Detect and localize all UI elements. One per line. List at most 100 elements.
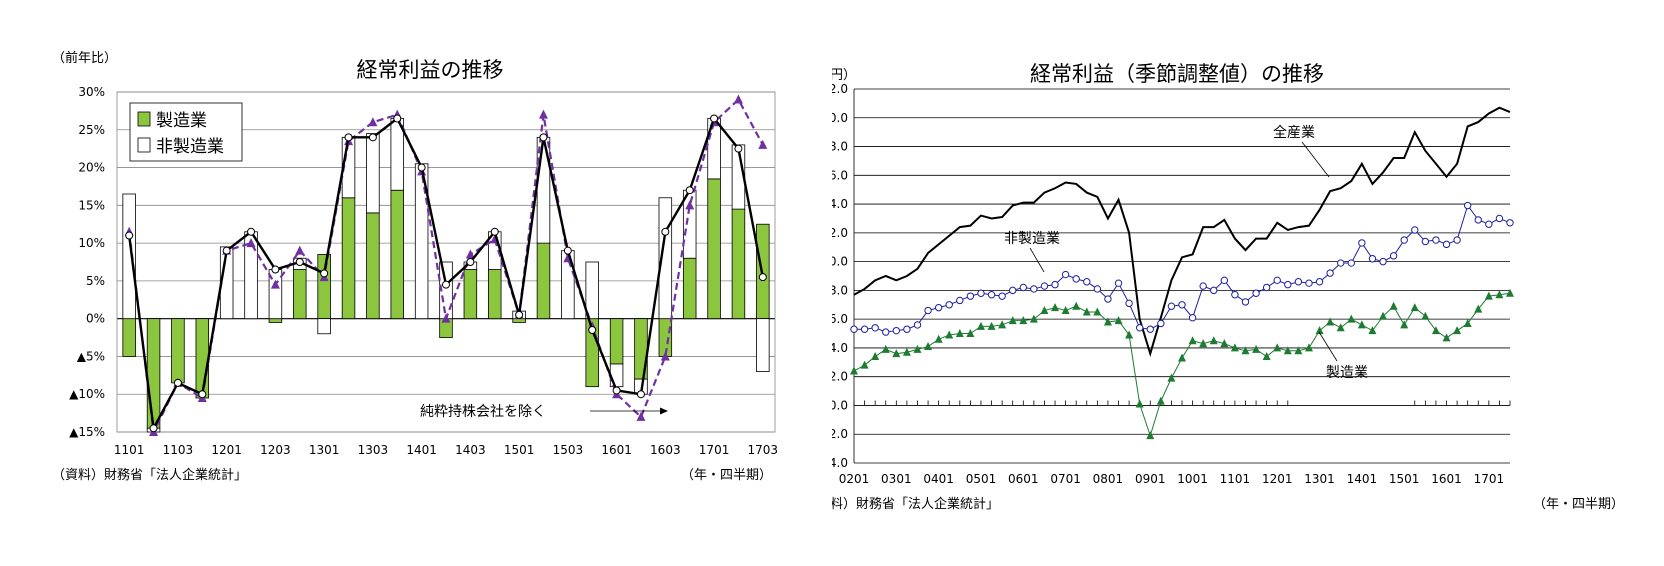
marker-triangle — [246, 238, 256, 248]
marker-triangle — [1008, 316, 1017, 325]
y-tick-label: 12.0 — [832, 226, 848, 240]
y-tick-label: ▲15% — [69, 425, 105, 439]
marker-triangle — [1051, 303, 1060, 312]
marker-circle — [173, 378, 182, 387]
marker-triangle — [892, 349, 901, 358]
marker-triangle — [902, 347, 911, 356]
marker-circle — [998, 292, 1006, 300]
marker-triangle — [945, 330, 954, 339]
marker-triangle — [1199, 339, 1208, 348]
marker-circle — [1188, 314, 1197, 322]
marker-triangle — [1495, 290, 1504, 299]
bar-manufacturing — [512, 318, 526, 323]
marker-circle — [393, 114, 402, 123]
x-axis-label: （年・四半期） — [1533, 497, 1624, 512]
bar-nonmanufacturing — [756, 318, 770, 372]
marker-triangle — [1072, 301, 1081, 310]
marker-triangle — [1029, 314, 1038, 323]
y-tick-label: ▲5% — [77, 349, 105, 363]
marker-triangle — [1326, 317, 1335, 326]
marker-circle — [1273, 276, 1281, 285]
chart-title: 経常利益の推移 — [357, 58, 504, 82]
marker-triangle — [1379, 311, 1388, 320]
marker-triangle — [1103, 317, 1112, 326]
marker-triangle — [465, 249, 475, 259]
y-tick-label: 20.0 — [832, 111, 848, 125]
marker-triangle — [758, 139, 768, 149]
x-tick-label: 1001 — [1177, 472, 1208, 486]
y-tick-label: 15% — [78, 198, 105, 212]
chart-title: 経常利益（季節調整値）の推移 — [1030, 62, 1324, 86]
marker-triangle — [1315, 326, 1324, 335]
bar-nonmanufacturing — [609, 363, 624, 388]
y-tick-label: -2.0 — [832, 427, 848, 441]
marker-circle — [860, 325, 869, 333]
bar-manufacturing — [171, 318, 185, 384]
marker-circle — [1432, 236, 1440, 244]
bar-nonmanufacturing — [707, 118, 721, 180]
marker-circle — [966, 292, 975, 300]
marker-circle — [1009, 286, 1017, 295]
y-tick-label: 14.0 — [832, 197, 848, 211]
marker-triangle — [1389, 301, 1398, 310]
marker-circle — [924, 306, 932, 315]
marker-triangle — [998, 320, 1007, 329]
annotation-manufacturing: 製造業 — [1326, 365, 1368, 381]
marker-triangle — [441, 313, 451, 323]
marker-circle — [295, 258, 304, 266]
marker-circle — [1040, 282, 1049, 290]
marker-circle — [1252, 289, 1260, 297]
bar-nonmanufacturing — [585, 261, 599, 320]
marker-circle — [1061, 270, 1070, 279]
marker-circle — [661, 227, 670, 236]
marker-circle — [710, 114, 719, 123]
marker-triangle — [1442, 333, 1451, 342]
bar-manufacturing — [268, 318, 283, 323]
marker-circle — [1135, 324, 1144, 332]
marker-triangle — [1156, 396, 1165, 405]
x-tick-label: 0201 — [839, 472, 870, 486]
marker-circle — [1072, 275, 1080, 283]
x-tick-label: 1703 — [748, 443, 779, 457]
marker-triangle — [1410, 303, 1419, 312]
bar-manufacturing — [707, 178, 721, 320]
marker-triangle — [733, 94, 743, 104]
marker-circle — [612, 386, 621, 395]
source-note: （資料）財務省「法人企業統計」 — [832, 496, 999, 512]
marker-circle — [1178, 301, 1186, 309]
bar-manufacturing — [609, 318, 624, 365]
bar-manufacturing — [195, 318, 210, 399]
marker-triangle — [913, 344, 922, 353]
marker-triangle — [1114, 316, 1123, 325]
marker-triangle — [1230, 343, 1239, 352]
marker-triangle — [1082, 307, 1091, 316]
marker-triangle — [1453, 326, 1462, 335]
x-tick-label: 1103 — [163, 443, 194, 457]
marker-triangle — [1347, 314, 1356, 323]
annotation-all-industries: 全産業 — [1273, 124, 1315, 141]
marker-circle — [636, 390, 645, 399]
marker-triangle — [850, 366, 858, 375]
marker-circle — [1114, 279, 1123, 287]
x-tick-label: 0501 — [966, 472, 997, 486]
marker-circle — [1241, 298, 1250, 306]
annotation-leader — [1301, 141, 1330, 178]
marker-triangle — [1357, 320, 1366, 329]
bar-manufacturing — [536, 242, 551, 320]
marker-triangle — [1220, 339, 1229, 348]
marker-circle — [247, 227, 256, 236]
marker-triangle — [860, 360, 869, 369]
x-tick-label: 1501 — [1389, 472, 1420, 486]
source-note: （資料）財務省「法人企業統計」 — [52, 467, 247, 483]
marker-circle — [1167, 302, 1176, 310]
marker-circle — [1199, 282, 1207, 290]
marker-triangle — [538, 109, 548, 119]
annotation-label: 純粋持株会社を除く — [420, 404, 546, 420]
marker-circle — [1506, 219, 1514, 227]
bar-manufacturing — [390, 189, 404, 320]
marker-circle — [758, 273, 767, 282]
marker-triangle — [1061, 306, 1070, 315]
marker-circle — [1019, 283, 1027, 292]
marker-triangle — [1304, 343, 1313, 352]
legend-label-manufacturing: 製造業 — [156, 111, 207, 131]
